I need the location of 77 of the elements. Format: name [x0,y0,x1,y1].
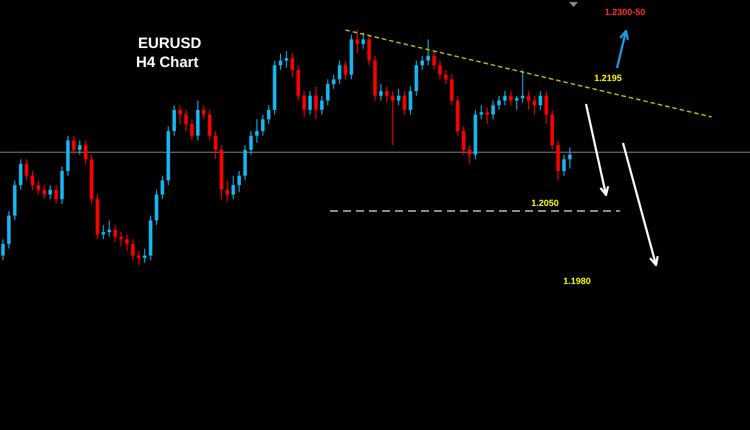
candlestick [468,144,472,164]
candlestick [444,69,448,85]
candlestick [78,140,82,156]
candlestick [24,158,28,181]
candlestick [208,109,212,141]
candlestick [302,90,306,118]
candlestick [390,90,394,146]
candlestick [344,60,348,80]
candlestick [532,95,536,116]
candlestick [249,130,253,156]
text: H4 Chart [136,54,199,71]
candlestick [497,95,501,110]
candlestick [42,184,46,200]
candlestick [379,84,383,101]
candlestick [178,104,182,124]
candlestick [320,95,324,116]
annotation: 1.2050 [531,198,559,208]
candlestick [231,175,236,200]
candlestick [432,50,436,70]
candlestick [450,74,454,106]
candlestick [568,147,572,170]
candlestick [314,86,318,120]
candlestick [18,158,22,190]
annotation: 1.2195 [594,73,622,83]
candlestick [290,53,294,78]
candlestick [544,90,548,124]
candlestick [438,60,442,80]
candlestick [385,86,389,104]
candlestick [125,234,129,252]
candlestick [36,180,40,195]
candlestick [160,175,164,200]
candlestick [396,88,400,106]
candlestick [30,170,34,190]
candlestick [48,184,52,200]
candlestick [338,60,342,85]
candlestick [503,90,507,106]
candlestick [356,30,360,54]
candlestick [142,248,146,264]
candlestick [202,104,206,120]
candlestick [190,118,194,141]
candlestick [514,95,519,110]
candlestick [284,50,288,68]
candlestick [420,55,424,70]
candlestick [526,90,530,110]
candlestick [408,86,412,116]
candlestick [214,130,218,160]
candlestick [172,104,176,136]
candlestick [361,32,365,50]
candlestick [308,90,312,116]
candlestick [426,38,430,66]
candlestick [1,238,5,261]
candlestick [278,53,282,70]
candlestick [326,78,330,106]
candlestick [509,90,513,106]
candlestick [261,114,265,136]
candlestick [84,140,88,164]
candlestick [226,180,230,202]
candlestick [462,126,466,156]
candlestick [113,224,117,242]
candlestick [332,74,336,90]
candlestick [237,170,241,193]
chart-title: EURUSD [138,35,202,52]
candlestick [562,154,566,176]
candlestick [538,90,542,110]
text: 1.2300-50 [604,7,646,17]
candlestick [266,104,270,124]
candlestick [72,135,76,156]
candlestick [102,224,106,240]
candlestick [367,34,371,66]
candlestick [491,100,495,120]
candlestick [131,238,135,261]
candlestick [402,90,406,116]
candlestick [255,118,259,144]
candlestick [54,184,58,204]
text: 1.1980 [563,276,591,286]
candlestick [137,250,141,266]
candlestick [184,109,188,132]
